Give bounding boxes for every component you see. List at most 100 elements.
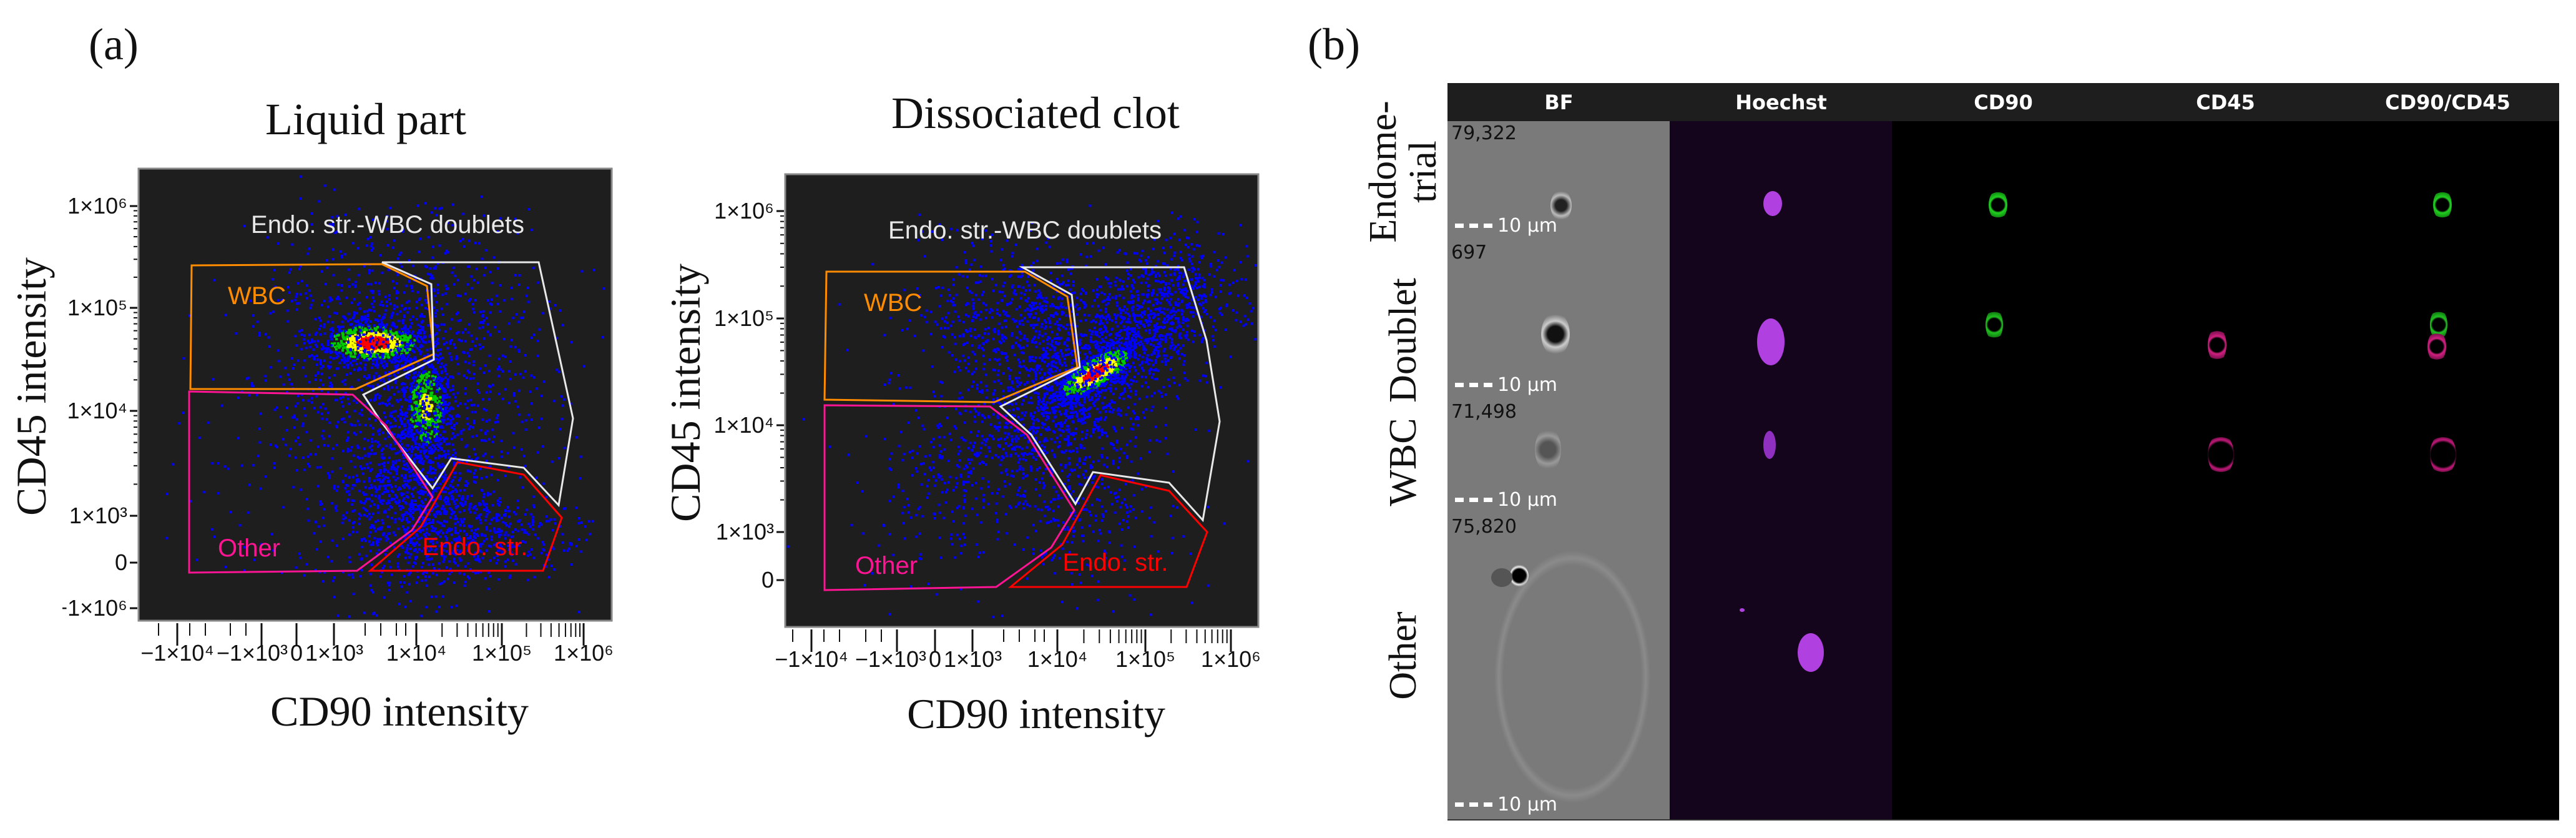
density-point: [292, 363, 295, 367]
density-point: [478, 343, 481, 346]
x-tick-label: 1×10⁴: [386, 640, 447, 666]
density-point: [504, 475, 506, 477]
density-point: [428, 521, 431, 525]
density-point: [521, 420, 524, 423]
density-point: [399, 345, 403, 348]
density-point: [409, 405, 413, 408]
density-point: [412, 372, 415, 375]
density-point: [461, 238, 464, 241]
density-point: [495, 542, 498, 545]
density-point: [249, 299, 252, 302]
density-point: [315, 354, 318, 357]
density-point: [403, 574, 406, 578]
density-point: [429, 510, 433, 513]
density-point: [288, 291, 290, 294]
density-point: [1049, 387, 1052, 390]
density-point: [1079, 320, 1082, 323]
density-point: [575, 436, 579, 439]
density-point: [365, 342, 368, 344]
density-point: [461, 495, 464, 498]
density-point: [453, 283, 456, 286]
density-point: [548, 300, 551, 303]
density-point: [416, 291, 419, 293]
density-point: [400, 433, 403, 436]
density-point: [482, 495, 485, 498]
density-point: [471, 538, 474, 541]
density-point: [401, 230, 404, 233]
density-point: [293, 414, 296, 417]
density-point: [1004, 485, 1007, 488]
density-point: [363, 375, 366, 378]
density-point: [404, 375, 408, 378]
density-point: [359, 368, 362, 371]
density-point: [1065, 380, 1068, 383]
density-point: [371, 290, 375, 293]
density-point: [403, 356, 406, 358]
density-point: [388, 396, 391, 399]
density-point: [427, 413, 430, 417]
density-point: [375, 541, 378, 545]
density-point: [436, 420, 439, 423]
density-point: [352, 242, 355, 245]
density-point: [393, 466, 396, 470]
density-point: [411, 408, 414, 412]
density-point: [211, 461, 214, 465]
density-point: [1094, 358, 1097, 362]
density-point: [401, 499, 404, 502]
density-point: [411, 365, 414, 368]
density-point: [464, 392, 467, 395]
density-point: [316, 340, 320, 343]
density-point: [389, 316, 393, 319]
density-point: [396, 305, 399, 308]
density-point: [389, 412, 393, 415]
density-point: [448, 529, 451, 532]
density-point: [911, 456, 914, 460]
density-point: [463, 518, 466, 521]
density-point: [417, 455, 420, 458]
density-point: [424, 307, 427, 310]
density-point: [527, 300, 530, 303]
density-point: [189, 314, 191, 317]
density-point: [320, 412, 323, 415]
density-point: [403, 605, 406, 608]
density-point: [266, 236, 269, 239]
density-point: [384, 372, 387, 374]
density-point: [365, 328, 368, 332]
density-point: [404, 483, 407, 486]
density-point: [335, 352, 338, 355]
density-point: [322, 508, 325, 511]
density-point: [544, 496, 547, 499]
density-point: [414, 407, 418, 410]
density-point: [415, 392, 418, 395]
density-point: [428, 398, 431, 402]
density-point: [417, 374, 420, 377]
density-point: [466, 369, 469, 372]
density-point: [407, 435, 410, 438]
density-point: [386, 484, 389, 487]
density-point: [405, 359, 408, 362]
density-point: [406, 521, 409, 524]
density-point: [346, 484, 349, 487]
density-point: [340, 418, 343, 421]
density-point: [396, 398, 399, 402]
density-point: [336, 334, 340, 337]
density-point: [440, 372, 443, 375]
density-point: [368, 308, 371, 312]
density-point: [379, 538, 382, 541]
density-point: [370, 589, 373, 591]
density-point: [438, 207, 441, 210]
density-point: [386, 461, 389, 464]
density-point: [1156, 356, 1158, 358]
density-point: [1095, 360, 1099, 363]
density-point: [338, 302, 341, 305]
density-point: [342, 518, 345, 521]
density-point: [355, 324, 358, 327]
density-point: [413, 356, 416, 359]
density-point: [403, 425, 406, 428]
density-point: [295, 292, 298, 295]
density-point: [373, 526, 376, 530]
density-point: [328, 315, 331, 318]
density-point: [486, 420, 488, 423]
density-point: [300, 175, 303, 178]
density-point: [444, 490, 447, 493]
